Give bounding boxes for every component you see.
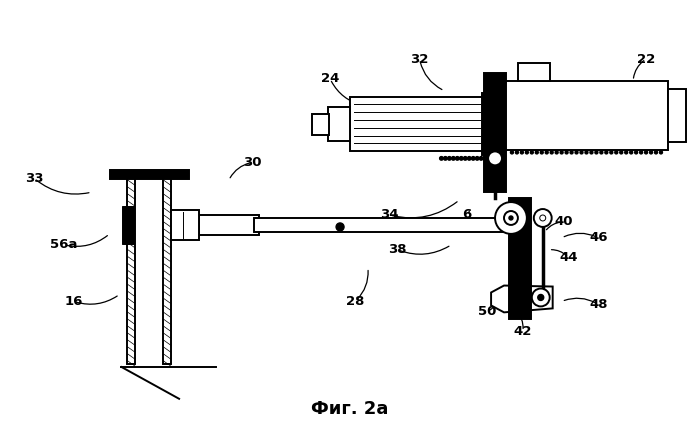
Bar <box>199 215 258 235</box>
Circle shape <box>545 151 548 154</box>
Circle shape <box>570 151 573 154</box>
Circle shape <box>538 294 544 300</box>
Text: 56a: 56a <box>50 238 78 251</box>
Circle shape <box>540 151 543 154</box>
Circle shape <box>447 157 451 160</box>
Circle shape <box>555 151 558 154</box>
Circle shape <box>456 157 459 160</box>
Circle shape <box>645 151 648 154</box>
Bar <box>668 89 686 142</box>
Circle shape <box>605 151 608 154</box>
Circle shape <box>560 151 563 154</box>
Circle shape <box>459 157 463 160</box>
Circle shape <box>654 151 657 154</box>
Circle shape <box>471 157 475 160</box>
Bar <box>504 81 668 151</box>
Circle shape <box>536 151 538 154</box>
Circle shape <box>630 151 633 154</box>
Text: 44: 44 <box>559 251 578 264</box>
Polygon shape <box>491 286 553 312</box>
Text: 30: 30 <box>244 156 262 169</box>
Circle shape <box>590 151 593 154</box>
Circle shape <box>480 157 483 160</box>
Bar <box>482 93 496 155</box>
Bar <box>127 178 135 364</box>
Circle shape <box>509 216 513 220</box>
Circle shape <box>532 289 550 306</box>
Text: 50: 50 <box>478 305 496 318</box>
Circle shape <box>659 151 662 154</box>
Text: 22: 22 <box>637 52 655 66</box>
Circle shape <box>504 211 518 225</box>
Circle shape <box>452 157 455 160</box>
Circle shape <box>483 157 487 160</box>
Bar <box>518 63 550 81</box>
Bar <box>350 97 484 151</box>
Bar <box>509 198 531 319</box>
Circle shape <box>550 151 553 154</box>
Text: 34: 34 <box>381 208 399 221</box>
Circle shape <box>600 151 603 154</box>
Circle shape <box>635 151 638 154</box>
Bar <box>253 218 509 232</box>
Circle shape <box>515 151 519 154</box>
Circle shape <box>580 151 583 154</box>
Circle shape <box>510 151 513 154</box>
Circle shape <box>585 151 588 154</box>
Circle shape <box>444 157 447 160</box>
Bar <box>110 170 189 179</box>
Text: 6: 6 <box>463 208 472 221</box>
Bar <box>122 206 134 244</box>
Circle shape <box>495 202 527 234</box>
Bar <box>312 114 329 135</box>
Text: 42: 42 <box>514 325 532 338</box>
Circle shape <box>520 151 524 154</box>
Circle shape <box>565 151 568 154</box>
Text: 33: 33 <box>25 172 43 185</box>
Circle shape <box>534 209 552 227</box>
Text: 24: 24 <box>321 73 340 85</box>
Circle shape <box>488 151 502 165</box>
Bar <box>172 210 199 240</box>
Bar <box>484 73 506 192</box>
Circle shape <box>575 151 578 154</box>
Circle shape <box>610 151 612 154</box>
Circle shape <box>624 151 628 154</box>
Circle shape <box>650 151 652 154</box>
Text: 16: 16 <box>64 295 83 308</box>
Text: 46: 46 <box>589 231 608 245</box>
Circle shape <box>595 151 598 154</box>
Circle shape <box>463 157 467 160</box>
Circle shape <box>468 157 471 160</box>
Circle shape <box>336 223 344 231</box>
Text: 32: 32 <box>410 52 428 66</box>
Circle shape <box>531 151 533 154</box>
Text: Фиг. 2a: Фиг. 2a <box>312 400 388 418</box>
Text: 38: 38 <box>389 243 407 256</box>
Circle shape <box>620 151 623 154</box>
Text: 40: 40 <box>554 215 573 229</box>
Text: 28: 28 <box>346 295 364 308</box>
Bar <box>328 107 350 142</box>
Bar <box>163 178 172 364</box>
Circle shape <box>615 151 618 154</box>
Circle shape <box>540 215 546 221</box>
Circle shape <box>526 151 528 154</box>
Text: 48: 48 <box>589 298 608 311</box>
Circle shape <box>640 151 643 154</box>
Circle shape <box>475 157 479 160</box>
Circle shape <box>440 157 443 160</box>
